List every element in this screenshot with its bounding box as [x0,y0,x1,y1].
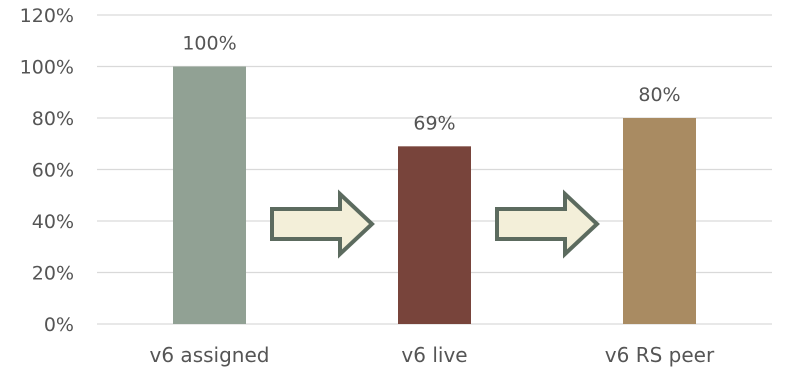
y-tick-label: 120% [20,5,74,27]
x-category-label: v6 RS peer [605,343,715,367]
y-tick-label: 20% [32,263,74,285]
x-category-label: v6 assigned [150,343,270,367]
y-tick-label: 40% [32,211,74,233]
data-label: 100% [182,33,236,55]
y-tick-label: 100% [20,57,74,79]
y-tick-label: 60% [32,160,74,182]
right-arrow-icon [495,189,600,259]
data-label: 80% [638,84,680,106]
x-axis-categories: v6 assigned v6 live v6 RS peer [150,343,715,367]
bar [173,66,246,324]
bars [173,66,696,324]
data-label: 69% [413,112,455,134]
y-axis-ticks: 0% 20% 40% 60% 80% 100% 120% [20,5,74,336]
flow-arrows [270,189,600,259]
bar [623,118,696,324]
x-category-label: v6 live [401,343,467,367]
right-arrow-icon [270,189,375,259]
data-labels: 100% 69% 80% [182,33,680,135]
y-tick-label: 0% [44,314,74,336]
y-tick-label: 80% [32,108,74,130]
bar [398,146,471,324]
